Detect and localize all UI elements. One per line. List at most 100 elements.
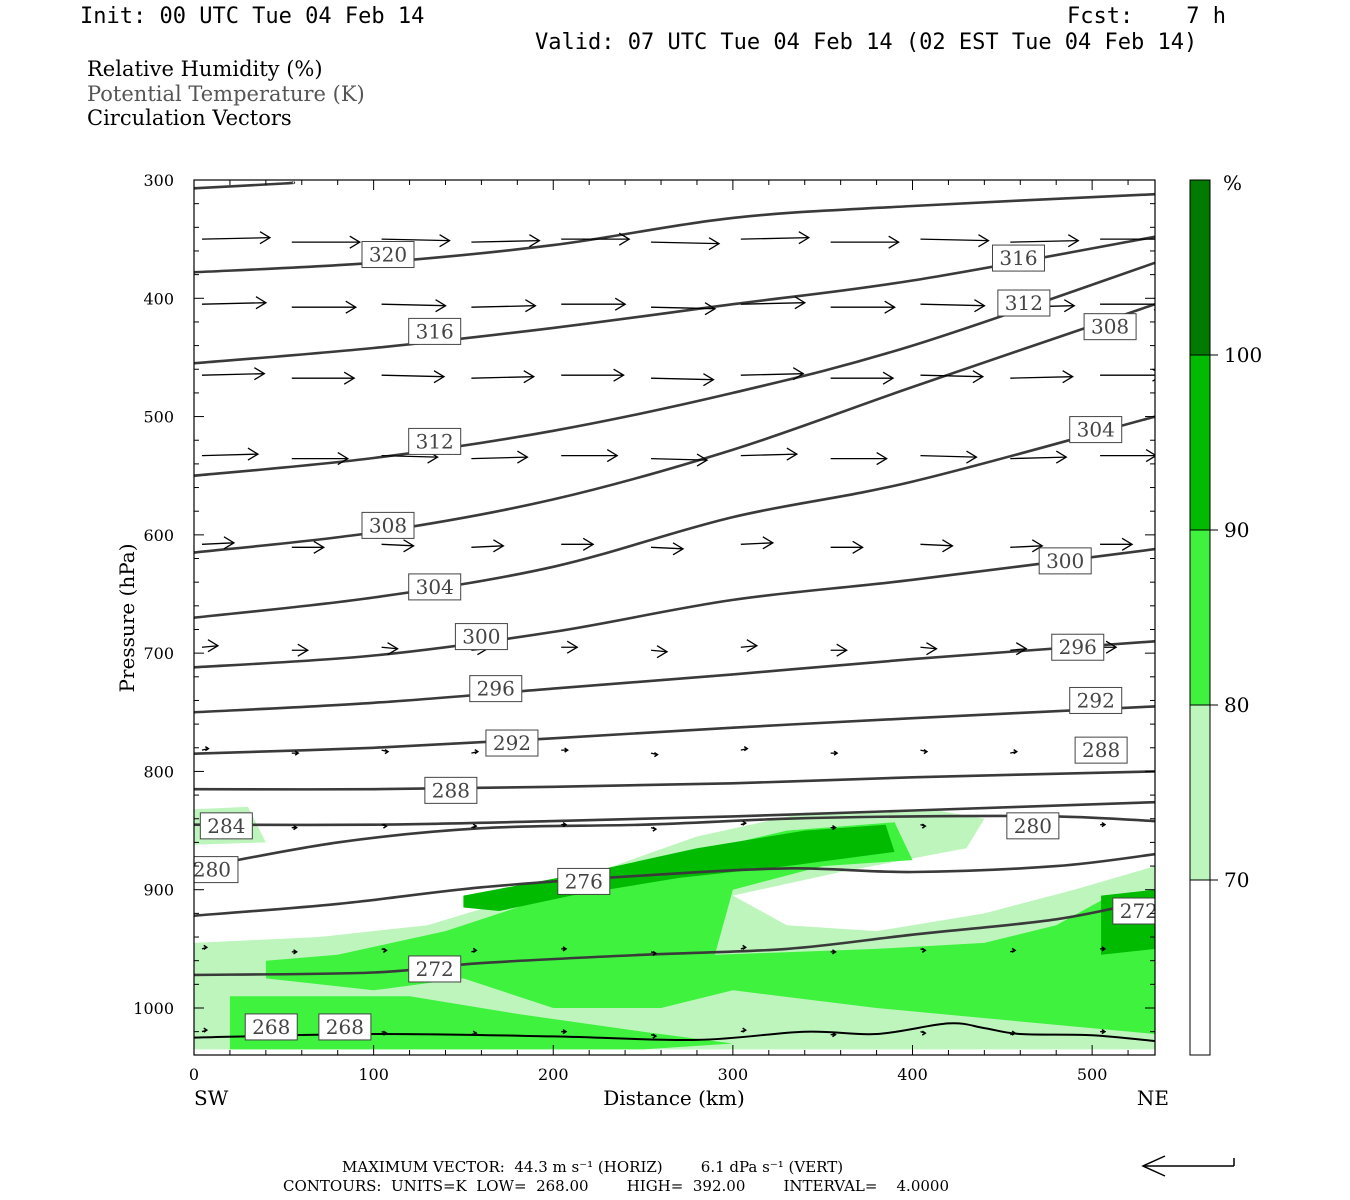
theta-label: 312: [408, 427, 462, 455]
theta-contour-288: [194, 770, 1155, 791]
theta-label-text: 300: [462, 625, 500, 649]
wind-vector: [201, 536, 236, 550]
theta-label-text: 280: [193, 858, 231, 882]
y-tick-label: 400: [143, 289, 174, 308]
y-tick-label: 500: [143, 408, 174, 427]
wind-vector: [1100, 449, 1155, 463]
wind-vector: [291, 825, 298, 831]
x-tick-label: 400: [897, 1065, 928, 1084]
theta-label: 296: [1051, 633, 1105, 661]
theta-label-text: 308: [369, 513, 407, 537]
rh-region-80-2: [265, 822, 1155, 1034]
wind-vector: [1010, 234, 1080, 248]
wind-vector: [920, 947, 927, 953]
theta-label-text: 316: [999, 246, 1037, 270]
theta-label-text: 284: [207, 814, 245, 838]
wind-vector: [651, 302, 717, 316]
wind-vector: [471, 299, 537, 313]
theta-label: 268: [318, 1013, 372, 1041]
colorbar-band: [1190, 530, 1210, 705]
wind-vector: [381, 1030, 388, 1036]
sw-label: SW: [194, 1086, 229, 1110]
theta-label: 296: [469, 675, 523, 703]
theta-label-text: 280: [1014, 814, 1052, 838]
colorbar-label: 70: [1224, 868, 1249, 892]
wind-vector: [291, 643, 310, 657]
wind-vector: [381, 947, 388, 953]
theta-label-text: 304: [416, 575, 454, 599]
wind-vector: [740, 231, 811, 245]
wind-vector: [291, 540, 326, 554]
wind-vector: [561, 747, 569, 753]
theta-contour-320: [194, 192, 1155, 274]
wind-vector: [291, 371, 356, 385]
wind-vector: [561, 1029, 568, 1035]
wind-vector: [650, 950, 658, 956]
theta-contour-308: [194, 302, 1155, 554]
wind-vector: [1100, 368, 1155, 382]
wind-vector: [830, 235, 900, 249]
wind-vector: [650, 542, 685, 556]
theta-contour-276: [194, 852, 1155, 917]
theta-label: 276: [557, 867, 611, 895]
theta-label-text: 296: [1059, 635, 1097, 659]
wind-vector: [740, 447, 799, 461]
theta-label-text: 308: [1091, 315, 1129, 339]
wind-vector: [651, 373, 715, 387]
wind-vector: [1010, 1030, 1017, 1036]
x-tick-label: 100: [358, 1065, 389, 1084]
wind-vector: [561, 822, 568, 828]
theta-label-text: 288: [432, 778, 470, 802]
wind-vector: [830, 300, 896, 314]
wind-vector: [291, 949, 298, 955]
wind-vector: [471, 823, 478, 829]
wind-vector: [381, 539, 415, 553]
wind-vector: [740, 639, 759, 653]
wind-vector: [561, 537, 595, 551]
wind-vector: [201, 231, 272, 245]
colorbar-band: [1190, 180, 1210, 355]
theta-contour-304: [194, 415, 1155, 619]
wind-vector: [201, 746, 210, 752]
wind-vector: [201, 447, 260, 461]
contours-note: CONTOURS: UNITS=K LOW= 268.00 HIGH= 392.…: [283, 1177, 949, 1195]
reference-vector-arrow: [1141, 1155, 1235, 1177]
forecast-hour: Fcst: 7 h: [1067, 4, 1226, 29]
theta-label-text: 292: [493, 731, 531, 755]
theta-label: 316: [408, 317, 462, 345]
theta-label: 280: [193, 856, 239, 884]
y-tick-label: 900: [143, 881, 174, 900]
init-time: Init: 00 UTC Tue 04 Feb 14: [80, 4, 425, 29]
y-tick-label: 800: [143, 762, 174, 781]
wind-vector: [471, 370, 536, 384]
legend-vectors: Circulation Vectors: [87, 106, 292, 130]
wind-vector: [561, 297, 627, 311]
max-vector-note: MAXIMUM VECTOR: 44.3 m s⁻¹ (HORIZ) 6.1 d…: [342, 1158, 844, 1176]
theta-contour-272: [194, 897, 1155, 977]
theta-contour-300: [194, 547, 1155, 669]
wind-vector: [830, 452, 888, 466]
wind-vector: [381, 234, 451, 248]
x-axis-title: Distance (km): [603, 1086, 745, 1110]
wind-vector: [201, 367, 266, 381]
theta-contour-316: [194, 235, 1155, 365]
ne-label: NE: [1137, 1086, 1169, 1110]
theta-label: 300: [1038, 547, 1092, 575]
wind-vector: [201, 944, 209, 950]
x-tick-label: 500: [1077, 1065, 1108, 1084]
colorbar-band: [1190, 705, 1210, 880]
theta-label-text: 268: [252, 1015, 290, 1039]
colorbar-label: 100: [1224, 343, 1262, 367]
y-tick-label: 700: [143, 644, 174, 663]
theta-label-text: 268: [326, 1015, 364, 1039]
theta-label-text: 272: [416, 957, 454, 981]
wind-vector: [471, 947, 478, 953]
theta-contour-292: [194, 705, 1155, 755]
theta-label: 300: [454, 623, 508, 651]
wind-vector: [291, 750, 300, 756]
wind-vector: [1100, 822, 1107, 828]
wind-vector: [1100, 537, 1134, 551]
theta-contour-312: [194, 261, 1155, 477]
wind-vector: [920, 370, 985, 384]
